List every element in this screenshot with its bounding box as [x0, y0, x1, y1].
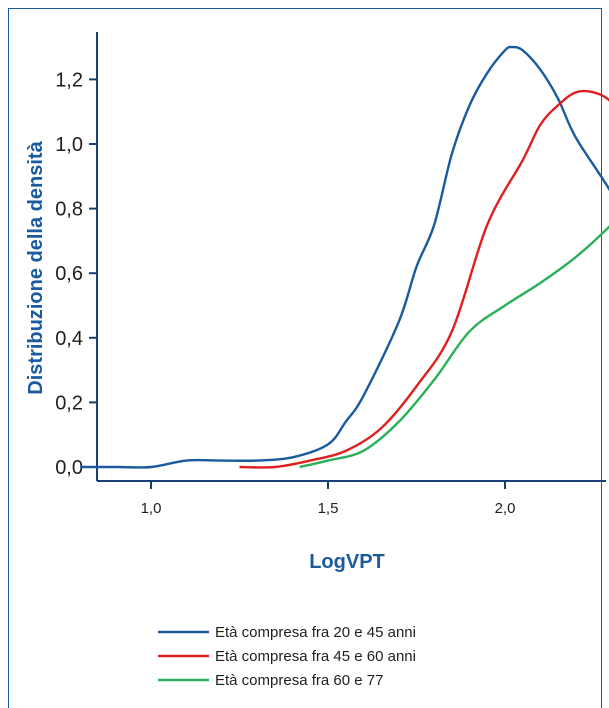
legend-label-3: Età compresa fra 60 e 77: [215, 672, 383, 689]
series-line-2: [240, 91, 609, 468]
series-line-1: [80, 47, 609, 467]
legend-label-1: Età compresa fra 20 e 45 anni: [215, 624, 416, 641]
y-axis-label: Distribuzione della densità: [25, 140, 47, 394]
x-tick-label: 2,0: [495, 500, 516, 517]
series-line-3: [300, 101, 609, 467]
y-tick-label: 0,6: [55, 263, 83, 285]
legend-label-2: Età compresa fra 45 e 60 anni: [215, 648, 416, 665]
legend: Età compresa fra 20 e 45 anni Età compres…: [158, 624, 416, 689]
x-tick-label: 1,0: [141, 500, 162, 517]
y-tick-label: 0,4: [55, 328, 83, 350]
y-tick-label: 0,0: [55, 457, 83, 479]
y-tick-label: 0,8: [55, 199, 83, 221]
x-tick-label: 1,5: [318, 500, 339, 517]
axes: 0,00,20,40,60,81,01,21,01,52,02,53,03,5: [55, 32, 609, 517]
y-tick-label: 1,0: [55, 134, 83, 156]
plot-area: [80, 47, 609, 467]
y-tick-label: 1,2: [55, 69, 83, 91]
y-tick-label: 0,2: [55, 392, 83, 414]
x-axis-label: LogVPT: [309, 551, 385, 573]
